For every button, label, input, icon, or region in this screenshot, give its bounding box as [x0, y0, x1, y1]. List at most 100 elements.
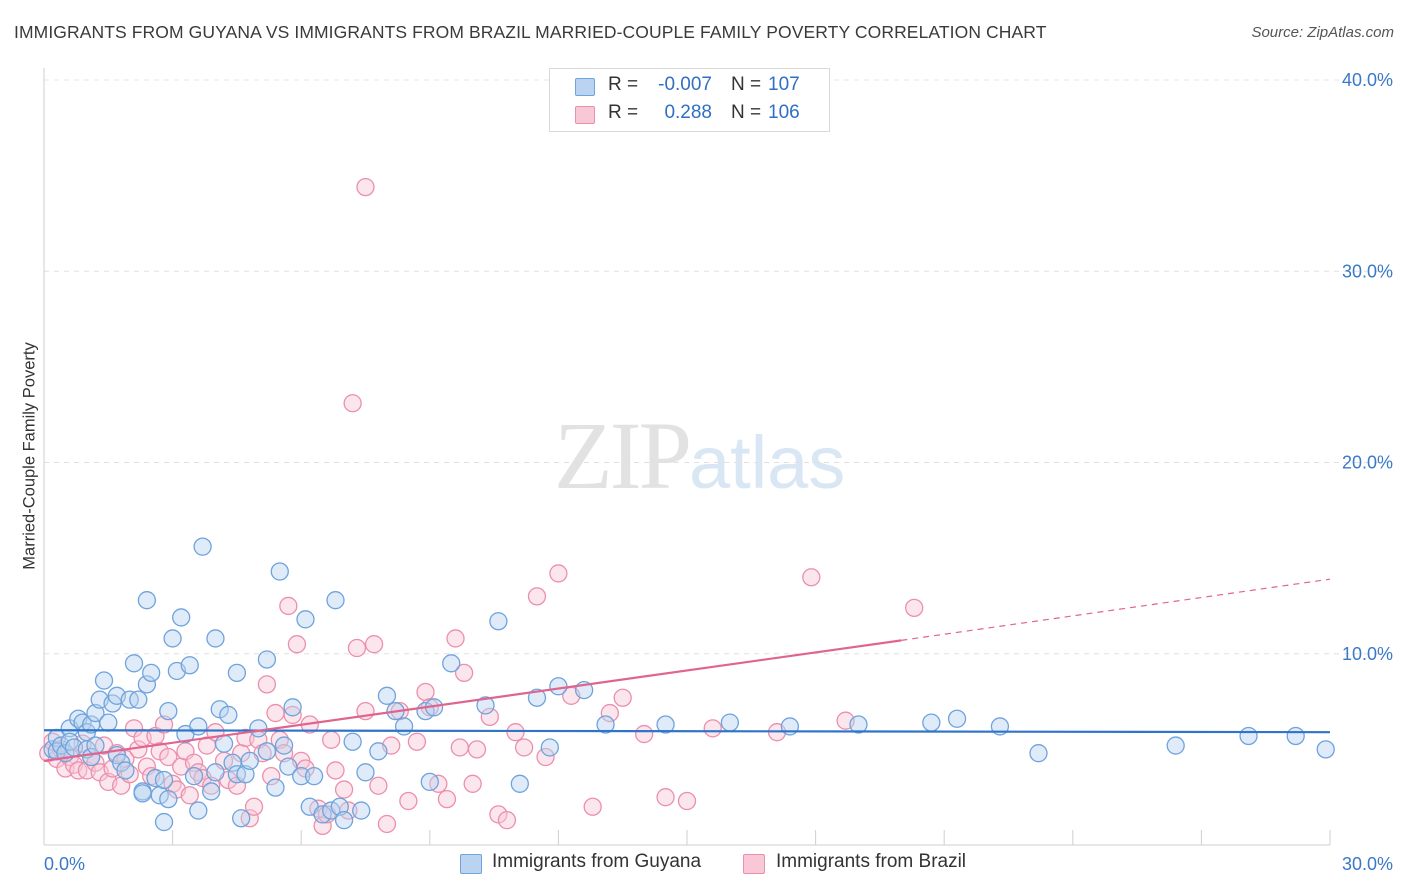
- tick-labels: 10.0% 20.0% 30.0% 40.0% 0.0% 30.0%: [44, 70, 1393, 874]
- point-guyana: [656, 715, 675, 734]
- point-guyana: [540, 738, 559, 757]
- point-guyana: [180, 656, 199, 675]
- point-brazil: [634, 724, 654, 744]
- y-axis-label: Married-Couple Family Poverty: [20, 342, 39, 570]
- point-guyana: [159, 701, 178, 721]
- point-brazil: [416, 682, 435, 702]
- point-brazil: [802, 568, 821, 587]
- axes: [43, 68, 1331, 846]
- legend-r-value-guyana: -0.007: [658, 74, 712, 95]
- legend-row-guyana: R = -0.007 N = 107: [550, 73, 829, 99]
- point-brazil: [677, 791, 697, 811]
- point-guyana: [232, 809, 251, 828]
- point-brazil: [257, 675, 277, 694]
- point-guyana: [296, 610, 315, 629]
- point-brazil: [399, 791, 418, 811]
- point-brazil: [467, 740, 487, 759]
- point-guyana: [154, 770, 174, 790]
- bottom-swatch-guyana: [460, 854, 482, 874]
- point-brazil: [497, 810, 517, 830]
- point-guyana: [334, 810, 354, 830]
- point-brazil: [334, 780, 354, 799]
- point-brazil: [326, 761, 345, 780]
- point-guyana: [163, 629, 182, 648]
- trend-layer: [43, 578, 1331, 762]
- legend-n-label: N =: [731, 102, 762, 123]
- point-guyana: [257, 742, 277, 761]
- point-guyana: [922, 713, 941, 732]
- point-brazil: [322, 730, 341, 749]
- point-brazil: [463, 774, 482, 793]
- point-guyana: [279, 757, 298, 776]
- point-brazil: [343, 394, 362, 413]
- point-guyana: [266, 778, 285, 797]
- point-guyana: [549, 677, 568, 696]
- point-guyana: [369, 742, 388, 761]
- point-guyana: [394, 717, 414, 736]
- point-guyana: [489, 612, 508, 631]
- point-guyana: [249, 719, 268, 738]
- point-brazil: [279, 596, 298, 616]
- point-brazil: [527, 587, 547, 606]
- point-guyana: [1239, 726, 1258, 746]
- point-brazil: [514, 738, 534, 757]
- point-guyana: [94, 671, 114, 690]
- point-brazil: [364, 635, 384, 654]
- point-guyana: [206, 763, 225, 782]
- point-brazil: [549, 564, 568, 583]
- point-brazil: [656, 788, 675, 807]
- x-tick-label: 0.0%: [44, 854, 85, 874]
- point-brazil: [536, 747, 555, 767]
- point-brazil: [180, 786, 199, 805]
- trend-line-brazil-extension: [901, 578, 1331, 641]
- point-guyana: [189, 717, 208, 736]
- point-guyana: [206, 629, 225, 648]
- point-guyana: [476, 696, 495, 715]
- point-guyana: [283, 698, 302, 717]
- point-guyana: [142, 663, 161, 683]
- point-guyana: [377, 686, 397, 705]
- grid: [44, 79, 1392, 655]
- point-guyana: [322, 801, 341, 820]
- point-guyana: [133, 784, 152, 803]
- bottom-legend-label-guyana: Immigrants from Guyana: [492, 851, 702, 872]
- point-guyana: [292, 767, 311, 786]
- point-guyana: [184, 767, 204, 786]
- y-tick-label: 30.0%: [1342, 261, 1393, 281]
- point-guyana: [270, 562, 289, 581]
- legend-n-value-guyana: 107: [768, 74, 800, 95]
- point-brazil: [244, 797, 264, 816]
- point-brazil: [446, 629, 465, 648]
- point-guyana: [214, 734, 234, 753]
- point-guyana: [202, 782, 221, 801]
- bottom-swatch-brazil: [743, 854, 765, 874]
- point-brazil: [583, 797, 602, 816]
- point-brazil: [407, 732, 427, 751]
- point-guyana: [172, 608, 191, 627]
- point-brazil: [283, 705, 302, 725]
- point-guyana: [1029, 744, 1048, 763]
- point-brazil: [266, 703, 285, 723]
- point-guyana: [947, 709, 967, 728]
- point-guyana: [720, 713, 740, 732]
- point-guyana: [137, 675, 157, 694]
- points-layer: [39, 177, 1335, 836]
- point-brazil: [506, 723, 525, 742]
- point-guyana: [1316, 740, 1335, 759]
- legend-row-brazil: R = 0.288 N = 106: [550, 101, 829, 127]
- point-guyana: [257, 650, 277, 669]
- point-brazil: [703, 719, 722, 738]
- point-brazil: [600, 703, 619, 723]
- point-brazil: [356, 177, 375, 197]
- point-brazil: [377, 814, 397, 834]
- point-brazil: [613, 688, 632, 707]
- point-guyana: [86, 736, 105, 755]
- point-guyana: [274, 736, 294, 755]
- correlation-legend: R = -0.007 N = 107 R = 0.288 N = 106: [549, 68, 830, 132]
- point-brazil: [184, 753, 204, 772]
- point-guyana: [159, 789, 178, 809]
- point-guyana: [193, 537, 212, 556]
- legend-swatch-brazil: [575, 106, 595, 124]
- point-brazil: [450, 738, 469, 757]
